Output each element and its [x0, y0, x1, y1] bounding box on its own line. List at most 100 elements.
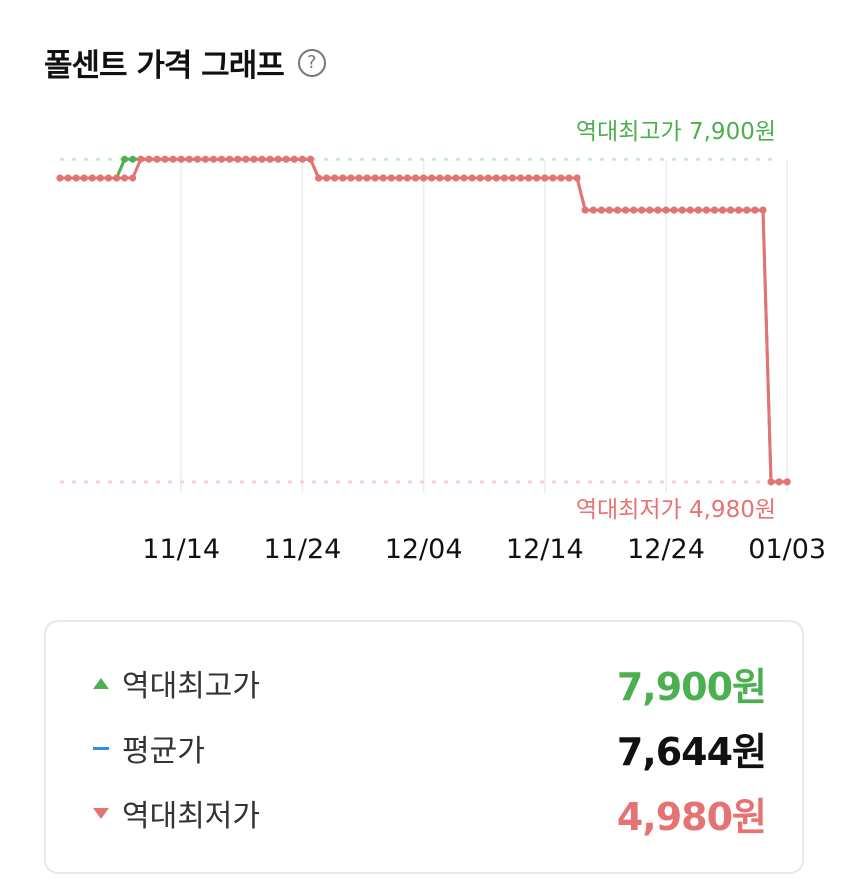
data-point-low-price — [727, 206, 735, 214]
triangle-up-icon — [90, 677, 112, 689]
data-point-low-price — [137, 155, 145, 163]
price-series — [56, 155, 791, 486]
data-point-low-price — [363, 174, 371, 182]
summary-row-average: 평균가 7,644원 — [90, 723, 767, 774]
data-point-low-price — [420, 174, 428, 182]
data-point-low-price — [258, 155, 266, 163]
data-point-low-price — [743, 206, 751, 214]
grid-lines — [180, 160, 788, 493]
data-point-low-price — [751, 206, 759, 214]
data-point-low-price — [573, 174, 581, 182]
data-point-low-price — [412, 174, 419, 182]
data-point-low-price — [428, 174, 436, 182]
data-point-low-price — [274, 155, 282, 163]
summary-value-high: 7,900원 — [616, 664, 767, 709]
data-point-low-price — [719, 206, 727, 214]
data-point-low-price — [105, 174, 112, 182]
data-point-high-price — [129, 155, 137, 163]
data-point-low-price — [759, 206, 767, 214]
dash-icon — [90, 746, 112, 750]
data-point-low-price — [226, 155, 234, 163]
x-tick-label: 11/24 — [263, 534, 341, 565]
data-point-low-price — [339, 174, 347, 182]
data-point-low-price — [541, 174, 549, 182]
data-point-low-price — [500, 174, 508, 182]
data-point-low-price — [145, 155, 153, 163]
price-summary-card: 역대최고가 7,900원 평균가 7,644원 역대최저가 4,980원 — [44, 620, 804, 874]
data-point-low-price — [630, 206, 638, 214]
data-point-low-price — [775, 478, 783, 486]
data-point-low-price — [177, 155, 185, 163]
data-point-low-price — [242, 155, 250, 163]
data-point-low-price — [56, 174, 64, 182]
price-chart: 11/14 11/24 12/04 12/14 12/24 01/03 역대최고가 7,9… — [56, 119, 826, 565]
data-point-low-price — [266, 155, 274, 163]
data-point-high-price — [121, 155, 129, 163]
data-point-low-price — [315, 174, 323, 182]
x-tick-label: 01/03 — [748, 534, 826, 565]
data-point-low-price — [193, 155, 201, 163]
data-point-low-price — [379, 174, 387, 182]
data-point-low-price — [436, 174, 444, 182]
data-point-low-price — [113, 174, 121, 182]
data-point-low-price — [201, 155, 209, 163]
data-point-low-price — [403, 174, 411, 182]
reference-label-high: 역대최고가 7,900원 — [576, 119, 776, 145]
data-point-low-price — [597, 206, 605, 214]
x-axis-ticks: 11/14 11/24 12/04 12/14 12/24 01/03 — [142, 534, 826, 565]
data-point-low-price — [525, 174, 533, 182]
data-point-low-price — [605, 206, 613, 214]
data-point-low-price — [638, 206, 646, 214]
summary-value-low: 4,980원 — [616, 794, 767, 839]
data-point-low-price — [96, 174, 104, 182]
data-point-low-price — [80, 174, 88, 182]
data-point-low-price — [783, 478, 791, 486]
summary-label-high: 역대최고가 — [122, 669, 260, 704]
data-point-low-price — [565, 174, 573, 182]
data-point-low-price — [452, 174, 460, 182]
data-point-low-price — [509, 174, 516, 182]
data-point-low-price — [654, 206, 662, 214]
data-point-low-price — [307, 155, 314, 163]
data-point-low-price — [686, 206, 694, 214]
data-point-low-price — [355, 174, 363, 182]
data-point-low-price — [64, 174, 72, 182]
data-point-low-price — [371, 174, 379, 182]
data-point-low-price — [290, 155, 298, 163]
data-point-low-price — [735, 206, 743, 214]
data-point-low-price — [444, 174, 452, 182]
data-point-low-price — [395, 174, 403, 182]
data-point-low-price — [492, 174, 500, 182]
data-point-low-price — [161, 155, 169, 163]
data-point-low-price — [129, 174, 137, 182]
data-point-low-price — [557, 174, 565, 182]
data-point-low-price — [387, 174, 395, 182]
data-point-low-price — [589, 206, 597, 214]
data-point-low-price — [218, 155, 226, 163]
data-point-low-price — [88, 174, 96, 182]
x-tick-label: 12/24 — [627, 534, 705, 565]
page-title: 폴센트 가격 그래프 — [44, 48, 285, 84]
data-point-low-price — [210, 155, 217, 163]
summary-label-average: 평균가 — [122, 734, 205, 769]
data-point-low-price — [767, 478, 775, 486]
data-point-low-price — [476, 174, 484, 182]
reference-label-low: 역대최저가 4,980원 — [576, 497, 776, 523]
question-circle-icon[interactable]: ? — [297, 48, 326, 77]
data-point-low-price — [331, 174, 339, 182]
summary-row-low: 역대최저가 4,980원 — [90, 788, 767, 839]
data-point-low-price — [121, 174, 129, 182]
data-point-low-price — [549, 174, 557, 182]
data-point-low-price — [670, 206, 678, 214]
data-point-low-price — [460, 174, 468, 182]
x-tick-label: 12/14 — [506, 534, 584, 565]
data-point-low-price — [614, 206, 621, 214]
data-point-low-price — [323, 174, 331, 182]
x-tick-label: 11/14 — [142, 534, 220, 565]
data-point-low-price — [517, 174, 525, 182]
data-point-low-price — [72, 174, 80, 182]
chart-header: 폴센트 가격 그래프 ? — [44, 40, 326, 85]
data-point-low-price — [234, 155, 242, 163]
data-point-low-price — [702, 206, 710, 214]
